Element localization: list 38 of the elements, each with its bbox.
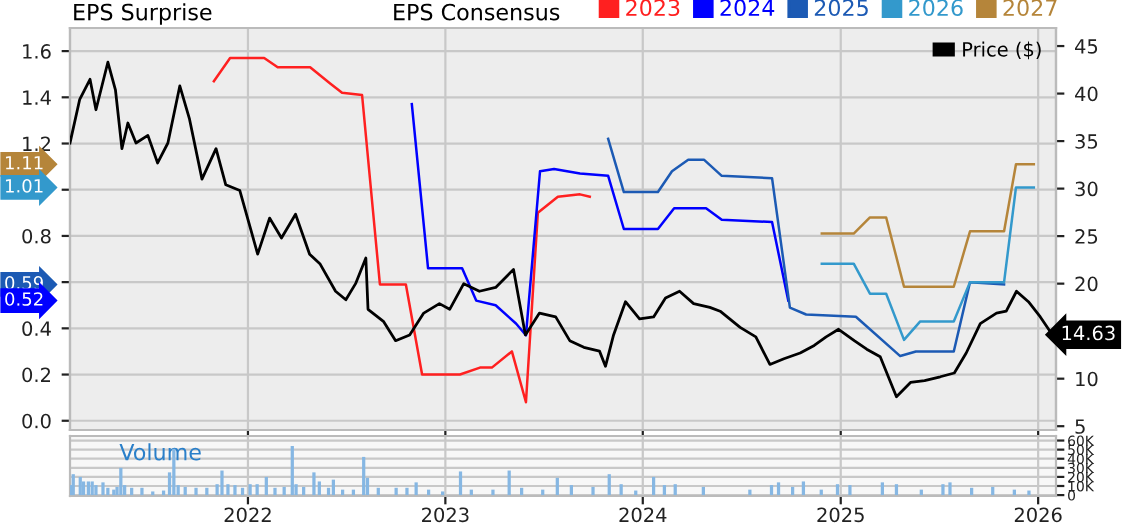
legend-label: 2023: [626, 0, 680, 17]
y-tick-label: 0.8: [22, 228, 51, 244]
y-axis-title: Volume: [119, 443, 201, 461]
x-tick-label: 2022: [224, 507, 271, 523]
y2-tick-label: 10: [1076, 371, 1098, 387]
y-tick-label: 1.2: [23, 136, 50, 151]
y2-tick-label: 5: [1075, 419, 1085, 434]
y2-tick-label: 30: [1075, 181, 1098, 197]
y2-tick-label: 20: [1075, 276, 1098, 292]
legend-label: 2024: [720, 0, 775, 17]
y-axis-title: EPS Surprise: [74, 3, 212, 25]
x-tick-label: 2025: [817, 507, 864, 523]
y2-tick-label: 40: [1075, 86, 1098, 102]
y-tick-label: 0.4: [22, 321, 51, 337]
line-series: [820, 163, 1036, 289]
y-tick-label: 1.6: [23, 44, 51, 59]
line-series: [606, 137, 1006, 358]
x-tick-label: 2026: [1014, 507, 1062, 523]
data-label: 14.63: [1062, 325, 1115, 341]
y2-tick-label: 35: [1075, 134, 1098, 149]
y-tick-label: 0.0: [22, 413, 51, 429]
text: 0.52: [5, 292, 43, 306]
y2-tick-label: 45: [1075, 39, 1098, 54]
legend-label: 2026: [909, 0, 963, 17]
line-series: [212, 56, 592, 404]
text: 1.01: [5, 179, 43, 193]
line-series: [820, 186, 1036, 342]
legend-label: Price ($): [963, 41, 1041, 60]
x-tick-label: 2024: [619, 507, 667, 523]
legend-label: 2025: [814, 0, 868, 17]
legend-label: 2027: [1003, 0, 1057, 17]
y2-tick-label: 25: [1075, 229, 1098, 244]
y-tick-label: 1.4: [23, 90, 51, 105]
x-tick-label: 2023: [422, 507, 469, 523]
y-tick-label: 0.2: [22, 367, 50, 383]
text: 1.11: [5, 156, 43, 170]
line-series: [410, 102, 790, 337]
legend-title: EPS Consensus: [394, 3, 560, 21]
